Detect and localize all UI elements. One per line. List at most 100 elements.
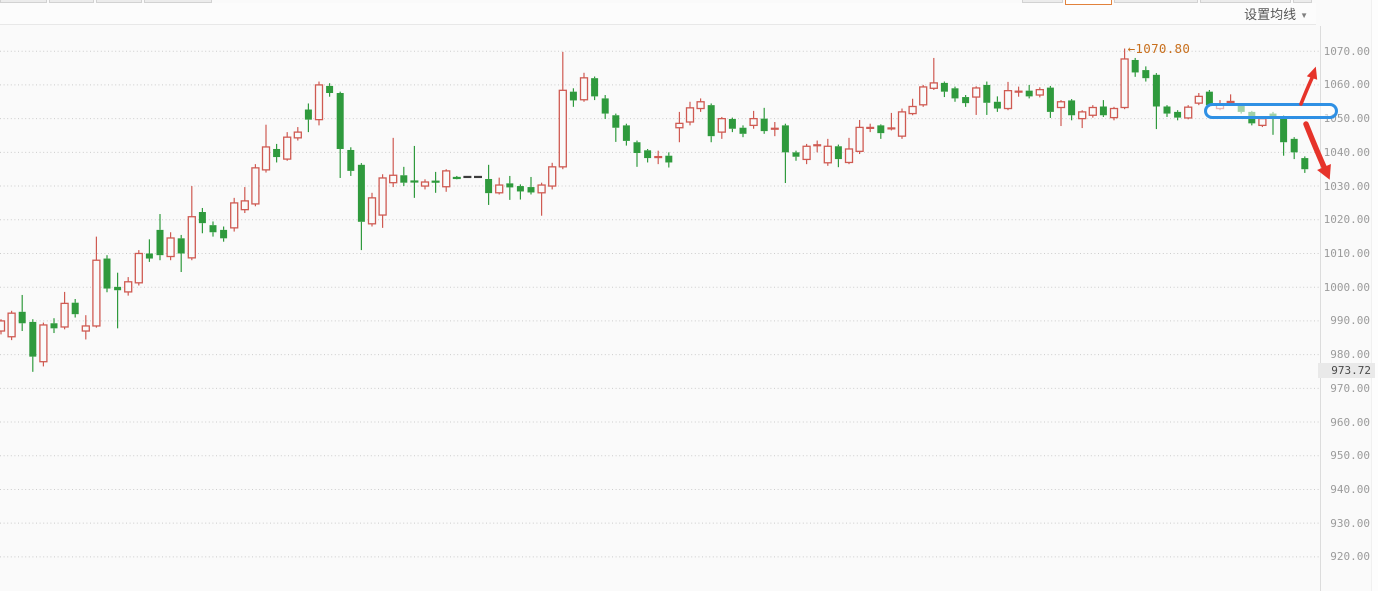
ma-settings-label: 设置均线 (1244, 7, 1297, 22)
candle (866, 123, 875, 133)
candle (983, 81, 991, 115)
chart-toolbar: 设置均线 ▼ (0, 3, 1316, 25)
candle (187, 186, 196, 261)
right-gutter (1371, 0, 1378, 591)
y-axis-label: 990.00 (1330, 314, 1370, 328)
candle (919, 84, 928, 107)
candle (166, 232, 175, 261)
candle (834, 144, 842, 168)
y-axis-label: 960.00 (1330, 415, 1370, 429)
up-trend-arrowhead-icon (1306, 66, 1318, 80)
candle (962, 95, 970, 107)
candle (1184, 105, 1193, 120)
candle (1056, 100, 1066, 127)
candle (1174, 110, 1182, 121)
candle (728, 117, 736, 133)
candle (612, 113, 620, 142)
candle (929, 57, 938, 90)
candle (887, 112, 896, 131)
candle (739, 125, 747, 138)
candle (1194, 93, 1203, 106)
candle (548, 162, 557, 190)
tab-strip (0, 0, 1378, 5)
candle (1131, 57, 1139, 77)
up-trend-arrow-icon (1299, 76, 1314, 106)
candle (622, 123, 630, 146)
candle (442, 169, 451, 192)
candle (485, 164, 493, 205)
candle (1088, 105, 1097, 118)
candle (293, 127, 302, 141)
candle (347, 147, 355, 176)
candle (39, 322, 48, 367)
candle (951, 86, 959, 102)
candle (357, 163, 365, 251)
peak-price-label: 1070.80 (1135, 40, 1191, 56)
candle (654, 150, 663, 165)
candle (1078, 110, 1087, 129)
y-axis-label: 1070.00 (1323, 44, 1370, 58)
candle (1109, 106, 1119, 121)
candle (1035, 87, 1044, 98)
candle (92, 236, 101, 328)
candle (1163, 105, 1171, 117)
y-axis-label: 1060.00 (1323, 78, 1370, 92)
candle (897, 108, 907, 139)
candle (1142, 66, 1150, 82)
candle (972, 86, 981, 115)
candle (516, 184, 524, 200)
tab-bottom-segment (1114, 0, 1198, 3)
down-trend-arrowhead-icon (1317, 164, 1331, 180)
candle (823, 138, 832, 166)
candle (463, 175, 472, 179)
candle (261, 124, 271, 173)
candle (993, 96, 1001, 112)
candle (579, 72, 589, 102)
highlight-oval-annotation (1204, 103, 1338, 119)
candle (792, 150, 800, 161)
candle (60, 291, 69, 330)
candle (685, 101, 695, 126)
candle (240, 187, 249, 214)
candle (304, 103, 312, 133)
candle (124, 277, 133, 296)
candle (81, 315, 90, 340)
candle (558, 51, 567, 170)
candle (644, 148, 652, 163)
candle (802, 143, 811, 165)
tab-bottom-segment (49, 0, 94, 3)
candle (813, 140, 822, 153)
candle (336, 91, 344, 178)
candle (134, 250, 143, 286)
left-arrow-icon: ← (1127, 40, 1136, 56)
candle (50, 318, 58, 334)
candle (665, 152, 673, 168)
candle (696, 98, 705, 112)
ma-settings-button[interactable]: 设置均线 ▼ (1244, 6, 1308, 23)
y-axis-label: 1040.00 (1323, 145, 1370, 159)
candle (431, 171, 440, 193)
y-axis-label: 970.00 (1330, 381, 1370, 395)
candle (601, 95, 609, 119)
candle (1301, 156, 1309, 173)
candle (103, 255, 111, 293)
candle (0, 319, 6, 335)
y-axis-label: 1030.00 (1323, 179, 1370, 193)
candle (1120, 48, 1129, 110)
y-axis-label: 930.00 (1330, 516, 1370, 530)
candle (537, 182, 546, 216)
candle (410, 145, 419, 198)
candle (1046, 85, 1054, 118)
active-tab-indicator[interactable] (1065, 0, 1112, 5)
current-price-badge: 973.72 (1318, 362, 1375, 378)
candle (495, 177, 504, 195)
candle (877, 124, 885, 139)
tab-bottom-segment (96, 0, 142, 3)
candle (389, 137, 398, 188)
candle (527, 176, 535, 195)
y-axis-label: 920.00 (1330, 550, 1370, 564)
candle (198, 207, 206, 234)
y-axis-label: 940.00 (1330, 482, 1370, 496)
candle (420, 179, 430, 190)
